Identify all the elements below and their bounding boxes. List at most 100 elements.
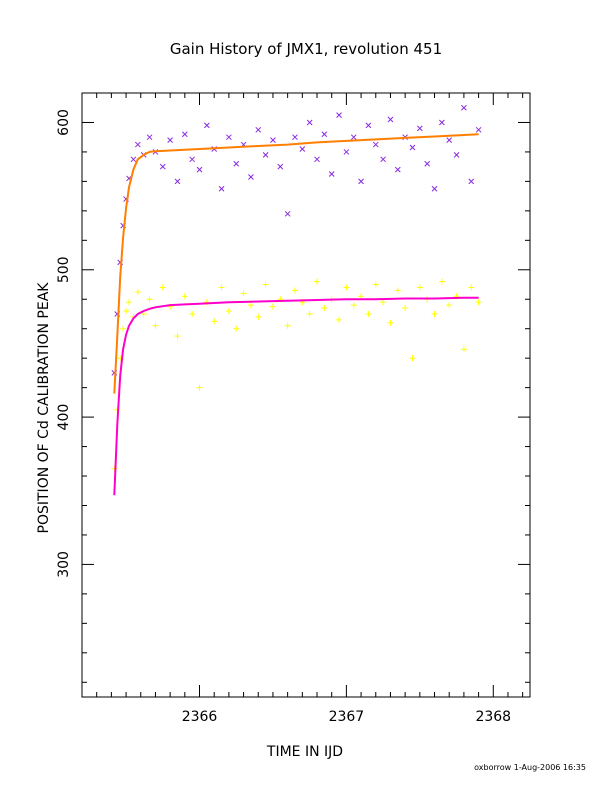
cross-point xyxy=(284,210,291,217)
cross-point xyxy=(365,122,372,129)
cross-point xyxy=(189,156,196,163)
plus-point xyxy=(394,287,401,294)
y-tick-label: 400 xyxy=(56,404,72,431)
cross-point xyxy=(468,178,475,185)
cross-point xyxy=(475,126,482,133)
cross-point xyxy=(314,156,320,163)
plus-point xyxy=(446,302,453,309)
plus-point xyxy=(284,322,291,329)
plus-point xyxy=(225,308,232,315)
data-marks xyxy=(111,104,482,496)
fit-curve-2 xyxy=(113,133,479,394)
cross-point xyxy=(159,163,166,170)
y-axis-label: POSITION OF Cd CALIBRATION PEAK xyxy=(36,282,52,534)
plus-point xyxy=(380,299,387,306)
axis-ticks xyxy=(81,92,530,697)
cross-point xyxy=(270,137,276,143)
plus-point xyxy=(123,308,130,315)
plus-point xyxy=(409,355,416,362)
plus-point xyxy=(336,316,343,323)
cross-point xyxy=(306,119,313,126)
cross-point xyxy=(336,112,342,118)
plus-point xyxy=(196,384,203,391)
cross-point xyxy=(446,137,453,143)
cross-point xyxy=(292,134,298,141)
axis-tick-labels: 2366 2367 2368 300 400 500 600 xyxy=(56,109,511,725)
cross-point xyxy=(277,163,284,170)
cross-point xyxy=(453,152,460,158)
cross-point xyxy=(167,137,173,143)
cross-point xyxy=(394,166,401,173)
y-tick-label: 300 xyxy=(56,551,72,578)
plus-point xyxy=(291,287,298,294)
cross-point xyxy=(431,185,438,192)
cross-point xyxy=(181,131,188,138)
plus-point xyxy=(211,318,218,325)
y-tick-label: 500 xyxy=(56,256,72,283)
footer-credit: oxborrow 1-Aug-2006 16:35 xyxy=(474,763,586,772)
plus-point xyxy=(468,284,475,291)
cross-point xyxy=(299,146,306,152)
cross-point xyxy=(409,144,416,151)
cross-point xyxy=(328,171,335,177)
plus-point xyxy=(314,278,321,285)
cross-point xyxy=(416,125,423,132)
cross-point xyxy=(146,134,153,141)
cross-point xyxy=(233,160,240,167)
cross-point xyxy=(174,178,181,185)
plus-point xyxy=(181,293,188,300)
cross-point xyxy=(343,149,350,155)
plus-point xyxy=(416,284,423,291)
plus-point xyxy=(438,278,445,285)
plus-point xyxy=(460,346,467,353)
fit-curve-3 xyxy=(113,296,479,496)
plus-point xyxy=(218,284,225,291)
cross-point xyxy=(358,178,364,185)
cross-point xyxy=(130,156,137,163)
plus-point xyxy=(126,299,133,306)
plus-point xyxy=(134,288,141,295)
plus-point xyxy=(343,284,350,291)
cross-point xyxy=(439,119,445,126)
x-tick-label: 2368 xyxy=(475,709,511,725)
cross-point xyxy=(196,166,203,173)
plus-point xyxy=(402,305,409,312)
plus-point xyxy=(262,281,269,288)
plus-point xyxy=(306,310,313,317)
cross-point xyxy=(218,185,225,192)
cross-point xyxy=(424,160,431,167)
plus-point xyxy=(255,313,262,320)
cross-point xyxy=(226,134,232,141)
plus-point xyxy=(120,325,127,332)
plus-point xyxy=(146,296,153,303)
y-tick-label: 600 xyxy=(56,109,72,136)
cross-point xyxy=(350,134,357,141)
cross-point xyxy=(380,156,386,163)
plus-point xyxy=(240,290,247,297)
cross-point xyxy=(203,122,210,129)
chart-title: Gain History of JMX1, revolution 451 xyxy=(170,40,442,58)
cross-point xyxy=(262,152,269,158)
plus-point xyxy=(269,303,276,310)
plus-point xyxy=(152,322,159,329)
plus-point xyxy=(159,284,166,291)
cross-point xyxy=(372,141,379,148)
plus-point xyxy=(247,302,254,309)
plus-point xyxy=(365,310,372,317)
plus-point xyxy=(475,299,482,306)
plus-point xyxy=(189,310,196,317)
cross-point xyxy=(387,116,394,123)
cross-point xyxy=(134,141,141,148)
plus-point xyxy=(174,333,181,340)
cross-point xyxy=(321,131,328,138)
plus-point xyxy=(233,325,240,332)
x-axis-label: TIME IN IJD xyxy=(266,744,343,760)
plus-point xyxy=(387,319,394,326)
plus-point xyxy=(321,305,328,312)
plus-point xyxy=(350,302,357,309)
plot-frame xyxy=(81,92,531,698)
cross-point xyxy=(248,174,254,180)
plus-point xyxy=(431,310,438,317)
x-tick-label: 2366 xyxy=(182,709,218,725)
